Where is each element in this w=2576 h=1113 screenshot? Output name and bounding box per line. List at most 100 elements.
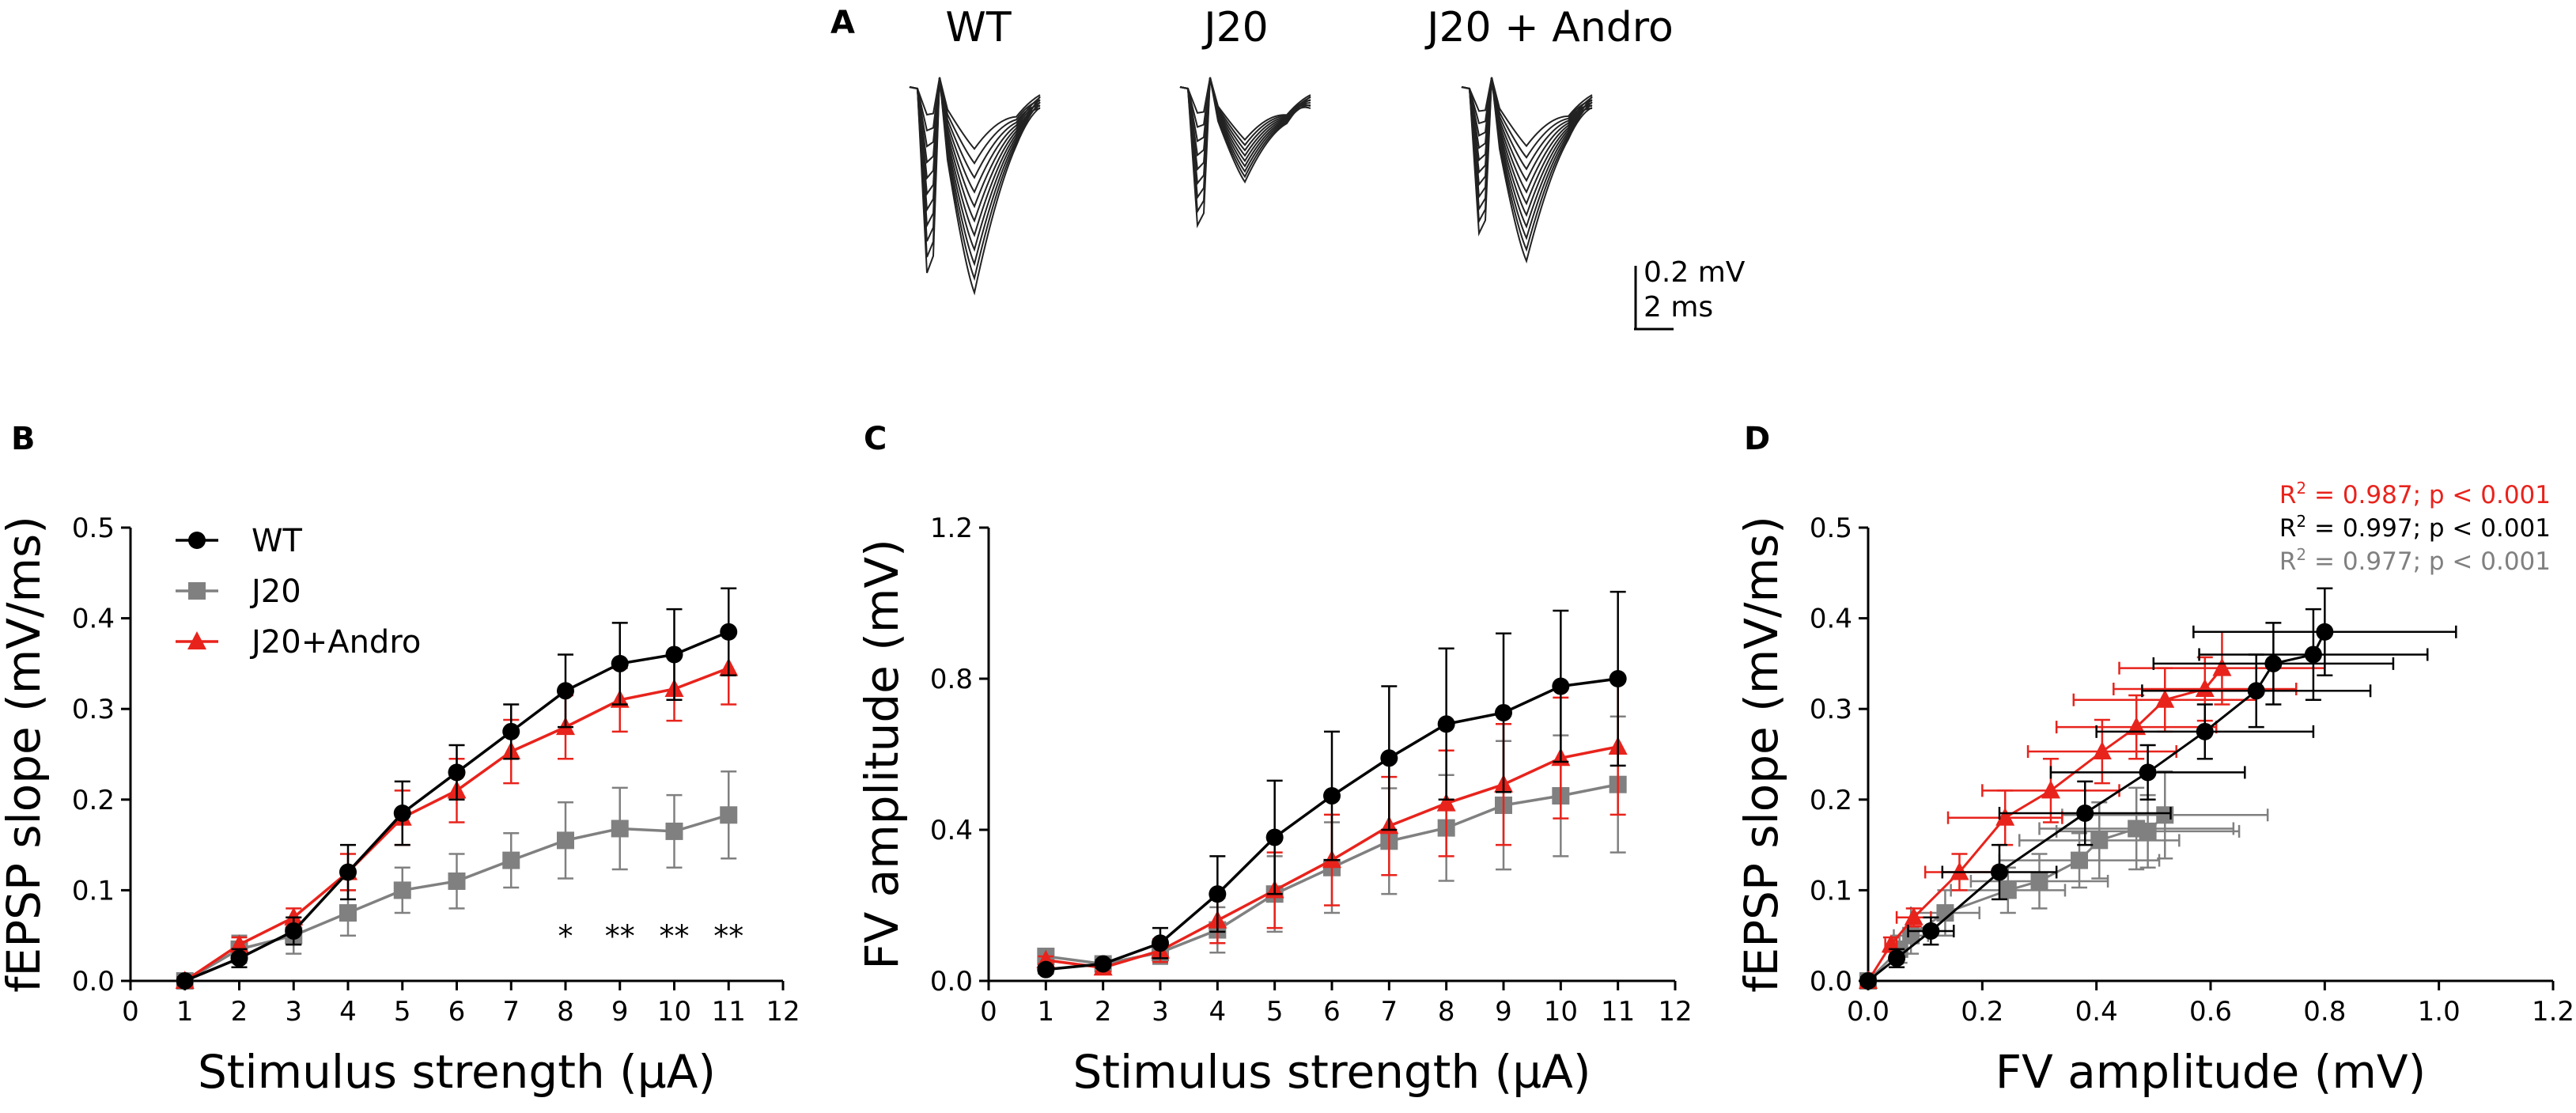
panel-b-x-tick-label: 0 [122, 996, 139, 1028]
panel-c-x-tick-label: 6 [1323, 996, 1341, 1028]
panel-d-point-j20-andro [1881, 934, 1901, 953]
panel-c-point-wt [1380, 749, 1398, 767]
panel-b-point-wt [393, 804, 411, 822]
panel-d-x-tick-label: 0.8 [2303, 996, 2346, 1028]
panel-b-line-j20-andro [183, 666, 729, 982]
panel-b-chart: 0 1 2 3 4 5 6 7 8 9 10 11 120.00.10.20.30.40.5Stimul… [0, 513, 800, 1099]
panel-b-point-j20 [557, 831, 574, 850]
panel-c-x-tick-label: 1 [1038, 996, 1055, 1028]
scale-bar-time-label: 2 ms [1644, 291, 1713, 324]
legend-label-j20-andro: J20+Andro [249, 624, 421, 661]
panel-c-series-wt [1037, 590, 1627, 979]
panel-d-point-j20 [2071, 851, 2089, 869]
panel-d-point-wt [2316, 623, 2334, 641]
panel-b-point-wt [720, 623, 738, 641]
panel-d-x-axis-title: FV amplitude (mV) [1995, 1045, 2426, 1099]
panel-b-x-tick-label: 3 [285, 996, 302, 1028]
panel-d-x-tick-label: 1.2 [2532, 996, 2574, 1028]
panel-a: A WT J20 J20 + Andro 0.2 mV 2 ms [830, 4, 1746, 331]
panel-d-point-j20-andro [1950, 861, 1969, 880]
panel-b-point-j20 [448, 872, 466, 890]
stat-r-superscript: 2 [2296, 479, 2306, 498]
legend-item-wt: WT [176, 523, 303, 559]
panel-c-x-tick-label: 2 [1095, 996, 1112, 1028]
legend-item-j20-andro: J20+Andro [176, 624, 421, 661]
panel-d-point-j20-andro [1904, 907, 1923, 926]
panel-d-point-j20-andro [2195, 678, 2215, 697]
panel-b-x-tick-label: 7 [502, 996, 520, 1028]
trace-waveform [1461, 77, 1593, 183]
stat-r-prefix: R [2279, 481, 2297, 509]
panel-b-series-wt [176, 587, 738, 990]
panel-d-point-j20 [2030, 872, 2048, 890]
panel-b-point-wt [285, 922, 303, 940]
panel-c-point-wt [1495, 703, 1512, 721]
panel-b-point-wt [557, 682, 574, 700]
panel-b-point-wt [230, 949, 248, 967]
panel-b-x-tick-label: 9 [611, 996, 629, 1028]
panel-b-y-tick-label: 0.5 [72, 513, 115, 544]
panel-c-point-wt [1265, 828, 1284, 846]
panel-b-series-j20-andro [175, 630, 739, 989]
panel-d-point-j20 [2090, 831, 2109, 850]
panel-c-y-axis-title: FV amplitude (mV) [855, 539, 909, 969]
significance-marker: ** [713, 918, 743, 953]
panel-b-y-tick-label: 0.3 [72, 694, 115, 725]
panel-b-point-j20 [611, 820, 629, 838]
panel-c-point-wt [1609, 670, 1627, 687]
panel-d-point-wt [2264, 654, 2283, 672]
panel-b-x-axis-title: Stimulus strength (µA) [198, 1045, 716, 1099]
stat-wt: R2 = 0.997; p < 0.001 [2279, 512, 2551, 543]
trace-waveform [909, 77, 1041, 238]
panel-d-point-j20-andro [2155, 689, 2175, 708]
panel-d-point-wt [1922, 922, 1940, 940]
trace-waveform [1179, 77, 1311, 229]
panel-c-point-wt [1323, 787, 1341, 805]
panel-c-point-j20-andro [1436, 793, 1456, 812]
panel-b-y-axis-title: fEPSP slope (mV/ms) [0, 516, 51, 993]
trace-label-j20-andro: J20 + Andro [1424, 4, 1674, 51]
trace-waveform [909, 77, 1041, 296]
panel-d-point-j20 [1999, 881, 2017, 899]
panel-c-point-wt [1037, 960, 1055, 979]
significance-marker: * [558, 918, 573, 953]
legend-label-wt: WT [252, 523, 303, 559]
panel-b-point-j20 [502, 851, 520, 869]
stat-r-prefix: R [2279, 514, 2297, 543]
panel-d-y-tick-label: 0.4 [1810, 604, 1852, 635]
panel-d-point-j20-andro [2212, 657, 2232, 676]
panel-d-x-tick-label: 1.0 [2418, 996, 2461, 1028]
legend-item-j20: J20 [176, 574, 301, 610]
panel-d-point-wt [2139, 763, 2157, 782]
panel-c-letter: C [864, 421, 887, 457]
stat-j20: R2 = 0.977; p < 0.001 [2279, 545, 2551, 576]
stat-value: = 0.977; p < 0.001 [2306, 547, 2551, 576]
panel-d-point-j20 [2139, 822, 2157, 840]
trace-waveform [1461, 77, 1593, 148]
panel-d-y-axis-title: fEPSP slope (mV/ms) [1734, 516, 1788, 993]
trace-waveform [1461, 77, 1593, 218]
panel-c-x-tick-label: 8 [1438, 996, 1455, 1028]
panel-c-x-tick-label: 10 [1544, 996, 1578, 1028]
panel-d-point-j20-andro [2041, 780, 2060, 799]
panel-d-point-j20-andro [2127, 717, 2147, 736]
panel-b-x-tick-label: 10 [657, 996, 691, 1028]
panel-c-y-tick-label: 0.0 [930, 966, 973, 998]
panel-d-y-tick-label: 0.1 [1810, 875, 1852, 907]
panel-b-point-j20-andro [284, 907, 304, 926]
panel-c-x-tick-label: 11 [1601, 996, 1635, 1028]
panel-d-point-wt [1888, 949, 1906, 967]
trace-waveform [1461, 77, 1593, 252]
panel-b-x-tick-label: 5 [394, 996, 411, 1028]
panel-b-point-j20 [339, 904, 357, 922]
panel-c-point-wt [1152, 934, 1169, 952]
panel-b-y-tick-label: 0.2 [72, 785, 115, 816]
traces-j20 [1179, 77, 1311, 229]
panel-b-x-tick-label: 11 [712, 996, 746, 1028]
trace-waveform [1461, 77, 1593, 264]
legend-marker-j20-andro [187, 631, 206, 649]
panel-c-point-wt [1552, 677, 1570, 695]
panel-d-point-wt [2196, 722, 2214, 740]
